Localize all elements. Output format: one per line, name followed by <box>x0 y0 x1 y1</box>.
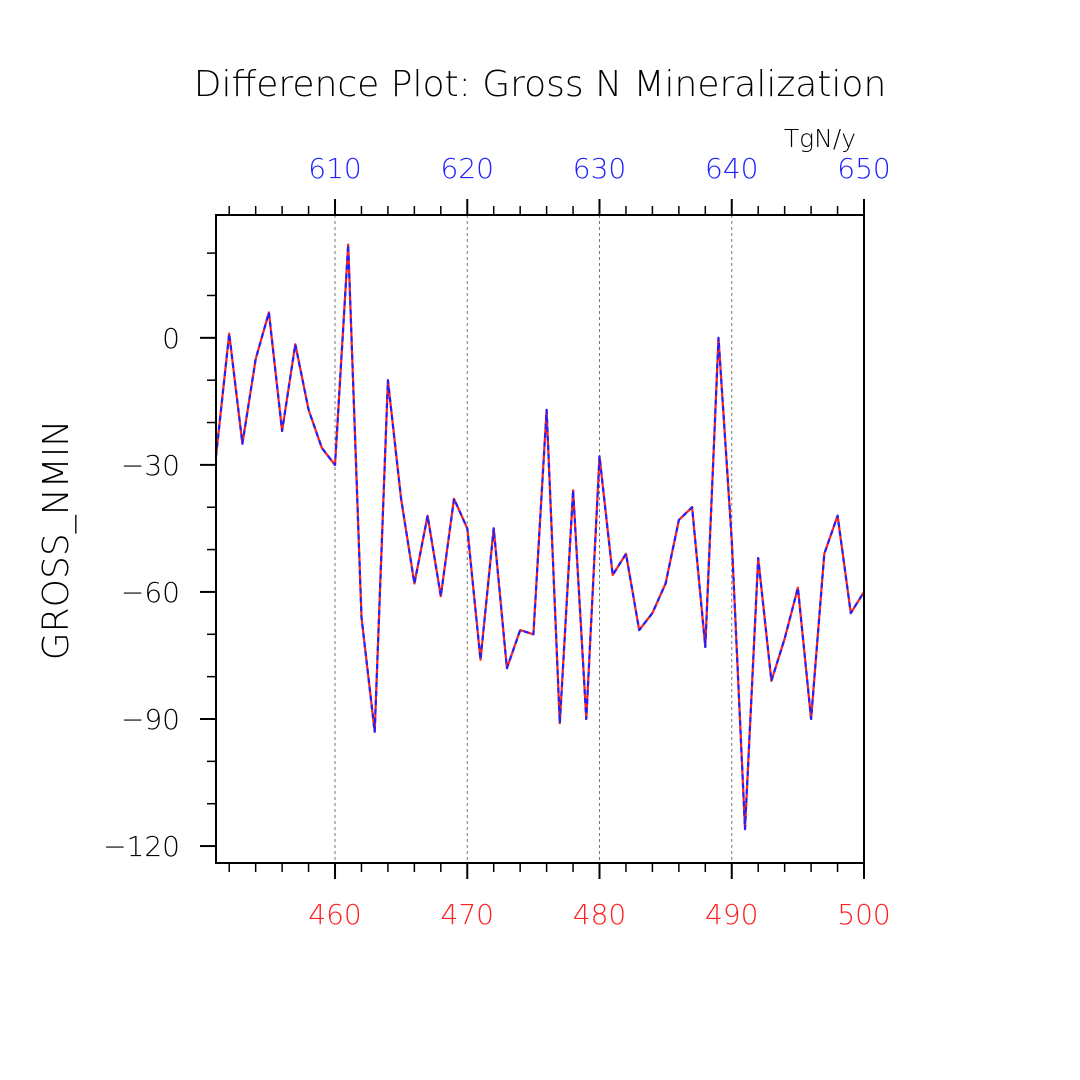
top-x-tick-label: 620 <box>441 152 494 185</box>
y-tick-label: −90 <box>121 703 180 736</box>
tick-labels: 460 470 480 490 500 610 620 630 640 650 0 −30 −60 −90… <box>103 152 891 931</box>
minor-ticks <box>207 206 839 872</box>
y-axis-label: GROSS_NMIN <box>36 420 77 661</box>
x-tick-label: 480 <box>573 898 626 931</box>
top-x-tick-label: 630 <box>573 152 626 185</box>
series-lines <box>214 243 865 831</box>
top-axis-unit: TgN/y <box>784 124 856 153</box>
grid-lines <box>334 215 733 863</box>
x-tick-label: 500 <box>837 898 890 931</box>
top-x-tick-label: 650 <box>837 152 890 185</box>
x-tick-label: 490 <box>705 898 758 931</box>
y-tick-label: 0 <box>162 322 180 355</box>
y-tick-label: −120 <box>103 830 180 863</box>
major-ticks <box>200 199 865 879</box>
chart-title: Difference Plot: Gross N Mineralization <box>194 64 887 105</box>
series-line-red <box>214 243 865 831</box>
x-tick-label: 470 <box>441 898 494 931</box>
top-x-tick-label: 610 <box>308 152 361 185</box>
plot-frame <box>215 214 865 864</box>
series-line-blue <box>214 243 865 831</box>
x-tick-label: 460 <box>308 898 361 931</box>
top-x-tick-label: 640 <box>705 152 758 185</box>
y-tick-label: −30 <box>121 449 180 482</box>
y-tick-label: −60 <box>121 576 180 609</box>
